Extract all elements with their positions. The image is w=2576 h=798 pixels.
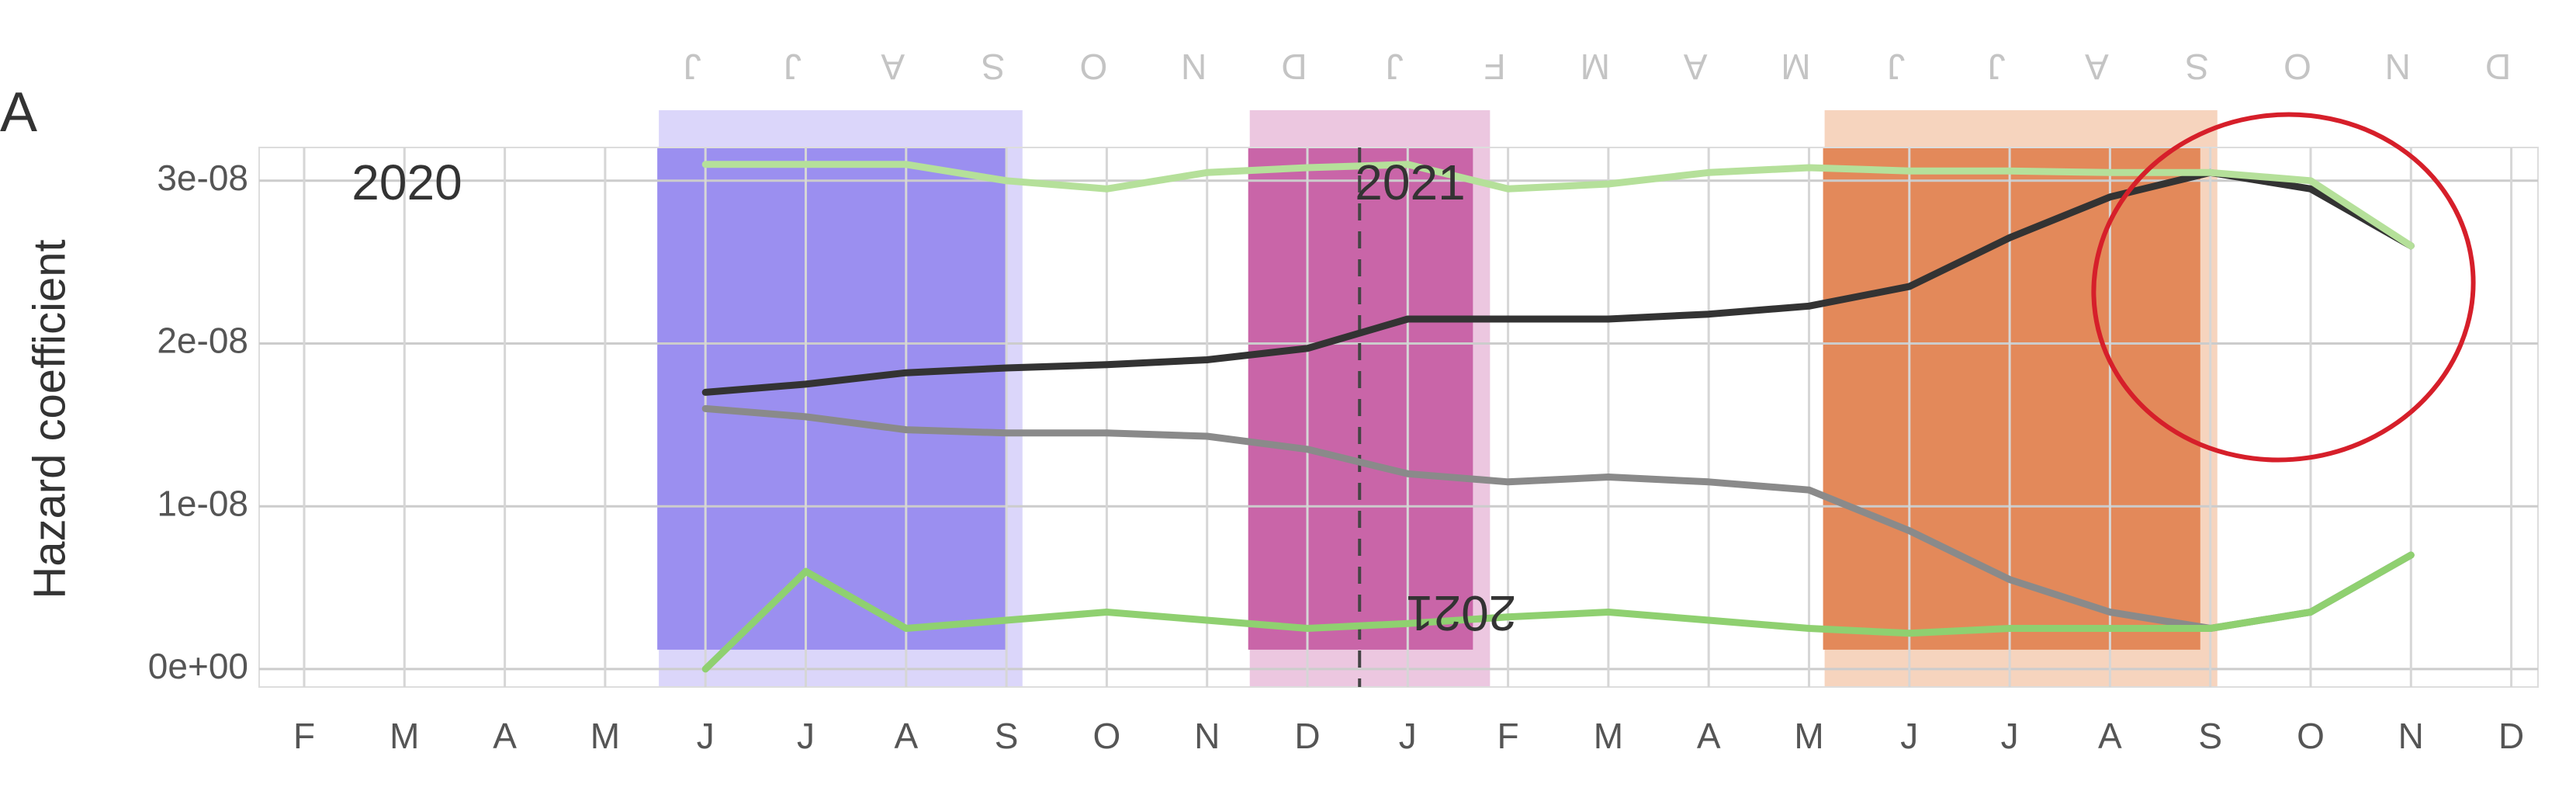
x-tick-label: F <box>293 716 315 756</box>
x-tick-label: J <box>1399 716 1417 756</box>
x-tick-label: J <box>797 716 815 756</box>
series-line <box>701 404 2415 632</box>
ghost-tick-label: F <box>1484 47 1506 87</box>
x-tick-label: D <box>2498 716 2524 756</box>
labels: 0e+00 1e-08 2e-08 3e-08 F M A M J J J J A A S S O O N N D D J J… <box>148 47 2524 756</box>
ghost-tick-label: D <box>1281 47 1307 87</box>
year-annotation: 2021 <box>1355 154 1465 210</box>
period-band <box>657 147 1006 650</box>
ghost-tick-label: M <box>1581 47 1610 87</box>
y-tick-label: 2e-08 <box>157 321 248 361</box>
x-tick-label: F <box>1497 716 1519 756</box>
x-tick-label: M <box>1794 716 1823 756</box>
y-axis-label: Hazard coefficient <box>24 239 74 598</box>
x-tick-label: A <box>1697 716 1721 756</box>
ghost-tick-label: O <box>1080 47 1108 87</box>
red-circle <box>2091 112 2476 463</box>
ghost-tick-label: S <box>982 47 1006 87</box>
ghost-tick-label: J <box>1887 47 1905 87</box>
x-tick-label: J <box>1900 716 1918 756</box>
ghost-tick-label: J <box>1988 47 2006 87</box>
plot-frame <box>258 147 2539 688</box>
period-band <box>1248 147 1473 650</box>
ghost-tick-label: D <box>2485 47 2511 87</box>
y-tick-label: 1e-08 <box>157 483 248 523</box>
x-tick-label: M <box>590 716 620 756</box>
x-tick-label: M <box>1594 716 1623 756</box>
grid <box>258 147 2539 688</box>
x-tick-label: N <box>2398 716 2424 756</box>
ghost-tick-label: A <box>1684 47 1708 87</box>
ghost-tick-label: O <box>2283 47 2311 87</box>
x-tick-label: A <box>2098 716 2122 756</box>
ghost-tick-label: M <box>1781 47 1810 87</box>
x-tick-label: J <box>2001 716 2019 756</box>
panel-label: A <box>0 82 37 144</box>
ghost-tick-label: J <box>1386 47 1404 87</box>
x-tick-label: M <box>390 716 419 756</box>
x-tick-label: O <box>1093 716 1121 756</box>
y-tick-label: 3e-08 <box>157 158 248 198</box>
x-tick-label: S <box>995 716 1019 756</box>
x-tick-label: D <box>1294 716 1320 756</box>
ghost-annotation: 2021 <box>1406 585 1516 641</box>
ghost-tick-label: J <box>684 47 701 87</box>
ghost-tick-label: J <box>784 47 802 87</box>
ghost-tick-label: A <box>2085 47 2109 87</box>
x-tick-label: J <box>697 716 715 756</box>
ghost-tick-label: A <box>881 47 905 87</box>
ghost-tick-label: N <box>1181 47 1207 87</box>
ghost-tick-label: S <box>2185 47 2209 87</box>
year-annotation: 2020 <box>351 154 462 210</box>
series-line <box>701 161 2415 250</box>
x-tick-label: A <box>493 716 517 756</box>
series-line <box>701 551 2415 673</box>
y-tick-label: 0e+00 <box>148 646 248 686</box>
x-tick-label: S <box>2198 716 2222 756</box>
x-tick-label: O <box>2297 716 2325 756</box>
x-tick-label: N <box>1194 716 1220 756</box>
ghost-tick-label: N <box>2385 47 2411 87</box>
period-band <box>1823 147 2200 650</box>
x-tick-label: A <box>894 716 918 756</box>
